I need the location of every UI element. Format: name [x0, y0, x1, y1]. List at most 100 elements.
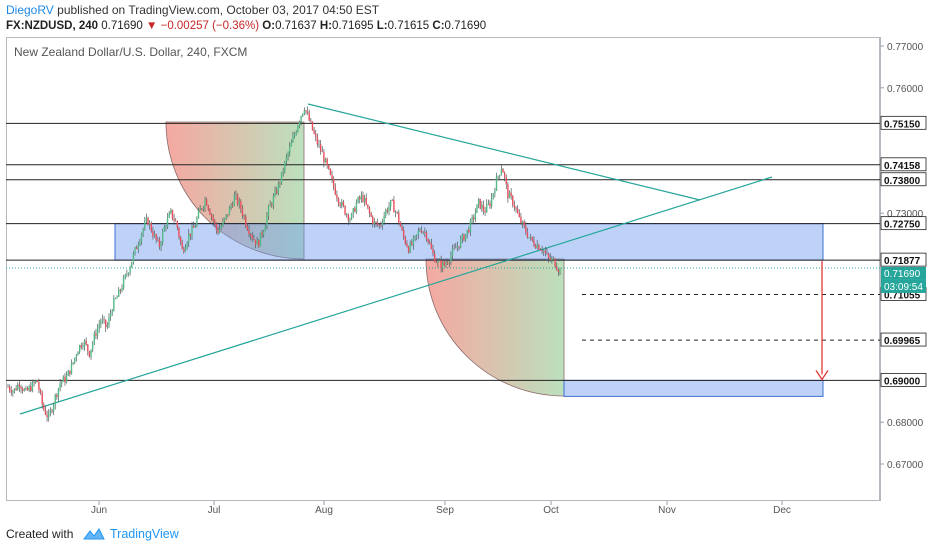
candle-body — [367, 204, 369, 208]
level-label-text: 0.74158 — [884, 161, 921, 172]
candle-body — [474, 212, 477, 220]
candle-body — [344, 205, 346, 215]
created-with-label: Created with — [6, 527, 74, 541]
candle-body — [171, 209, 174, 219]
candle-body — [362, 195, 364, 202]
series-title: New Zealand Dollar/U.S. Dollar, 240, FXC… — [14, 45, 248, 59]
candle-body — [293, 134, 296, 137]
candle-body — [380, 224, 382, 226]
candle-body — [181, 242, 183, 249]
level-label-box — [880, 252, 927, 267]
candle-body — [12, 391, 14, 393]
candle-body — [404, 237, 407, 244]
candle-body — [44, 409, 47, 415]
symbol-label[interactable]: FX:NZDUSD, 240 — [6, 20, 99, 32]
candle-body — [557, 269, 560, 273]
author-name[interactable]: DiegoRV — [6, 3, 54, 17]
candle-body — [464, 234, 467, 241]
candle-body — [74, 357, 76, 363]
candle-body — [352, 208, 354, 214]
candle-body — [168, 213, 170, 218]
candle-body — [503, 172, 506, 178]
candle-body — [482, 204, 485, 212]
candle-body — [381, 222, 384, 226]
candle-body — [499, 174, 501, 177]
candle-body — [466, 229, 468, 235]
candle-body — [28, 386, 30, 391]
candle-body — [232, 205, 234, 207]
candle-body — [492, 193, 494, 198]
footer: Created with TradingView — [0, 518, 932, 550]
candle-body — [347, 214, 350, 221]
candle-body — [368, 207, 371, 214]
down-triangle-icon: ▼ — [146, 20, 158, 32]
candle-body — [179, 236, 182, 243]
level-label-text: 0.69000 — [884, 376, 921, 387]
candle-body — [484, 211, 486, 213]
candle-body — [528, 237, 530, 238]
candle-body — [142, 228, 144, 234]
candle-body — [266, 215, 268, 226]
level-label-box — [880, 216, 927, 231]
candle-body — [486, 203, 488, 213]
candle-body — [57, 388, 60, 397]
candle-body — [521, 221, 524, 224]
candle-body — [429, 242, 431, 244]
candle-body — [236, 194, 239, 205]
candle-body — [153, 234, 156, 237]
candle-body — [337, 198, 340, 204]
candle-body — [531, 236, 534, 241]
candle-body — [43, 404, 45, 410]
open-value: 0.71637 — [275, 20, 317, 32]
candle-body — [300, 116, 302, 122]
candle-body — [433, 253, 436, 262]
close-value: 0.71690 — [444, 20, 487, 32]
candle-body — [518, 213, 520, 217]
candle-body — [516, 208, 519, 214]
candle-body — [70, 363, 73, 375]
price-chart[interactable]: 0.77000 0.76000 0.73000 0.68000 0.67000 0.751… — [0, 0, 932, 518]
candle-body — [17, 384, 19, 390]
candle-body — [329, 168, 332, 175]
candle-body — [261, 232, 263, 236]
tradingview-brand[interactable]: TradingView — [110, 527, 179, 541]
candle-body — [456, 246, 459, 249]
candle-body — [422, 232, 424, 233]
price-axis-border — [880, 37, 881, 501]
candle-body — [18, 384, 21, 387]
candle-body — [547, 253, 550, 258]
chart-panel[interactable] — [6, 37, 880, 501]
candle-body — [450, 255, 452, 262]
candle-body — [246, 225, 249, 230]
candle-body — [443, 262, 446, 265]
candle-body — [324, 158, 327, 163]
y-tick-label: 0.68000 — [887, 418, 924, 429]
candle-body — [51, 410, 53, 412]
candle-body — [549, 257, 551, 261]
candle-body — [355, 202, 358, 212]
candle-body — [435, 261, 437, 263]
candle-body — [59, 383, 61, 389]
tradingview-logo-icon[interactable] — [82, 526, 106, 542]
candle-body — [365, 197, 367, 205]
candle-body — [424, 232, 426, 233]
candle-body — [119, 289, 122, 291]
candle-body — [21, 388, 24, 391]
candle-body — [318, 144, 320, 146]
candle-body — [147, 217, 149, 225]
candle-body — [448, 261, 450, 264]
candle-body — [349, 219, 351, 221]
candle-body — [254, 239, 257, 245]
candle-body — [533, 240, 535, 246]
candle-body — [262, 231, 265, 236]
candle-body — [113, 298, 115, 311]
candle-body — [126, 274, 128, 275]
candle-body — [507, 184, 509, 199]
candle-body — [406, 243, 408, 247]
candle-body — [118, 289, 120, 297]
candle-body — [445, 262, 447, 265]
candles-group — [7, 106, 561, 422]
candle-body — [108, 317, 110, 326]
candle-body — [238, 201, 240, 205]
candle-body — [62, 376, 65, 382]
